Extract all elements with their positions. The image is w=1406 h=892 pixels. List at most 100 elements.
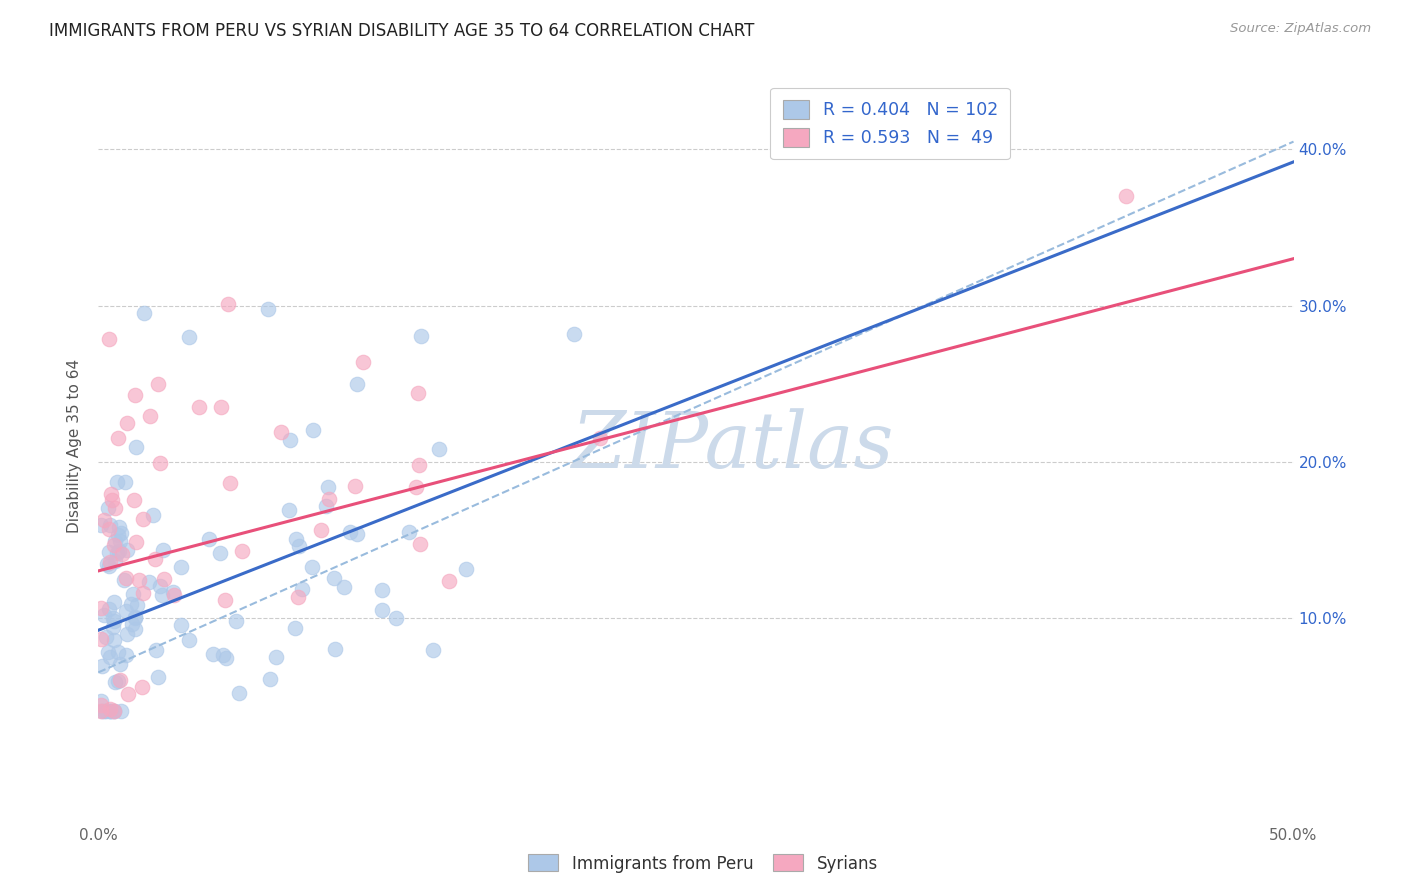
Point bbox=[107, 673, 129, 688]
Legend: Immigrants from Peru, Syrians: Immigrants from Peru, Syrians bbox=[522, 847, 884, 880]
Point bbox=[149, 579, 172, 593]
Point bbox=[103, 705, 125, 719]
Point bbox=[132, 512, 155, 526]
Point bbox=[101, 611, 124, 625]
Point bbox=[98, 545, 121, 559]
Point bbox=[98, 705, 121, 719]
Point bbox=[162, 585, 184, 599]
Point bbox=[98, 702, 121, 716]
Point bbox=[143, 552, 166, 566]
Point bbox=[197, 532, 219, 546]
Point bbox=[101, 493, 124, 508]
Point bbox=[103, 705, 125, 719]
Point bbox=[318, 491, 340, 506]
Point bbox=[214, 592, 236, 607]
Point bbox=[93, 513, 115, 527]
Point bbox=[100, 518, 122, 533]
Point bbox=[90, 601, 112, 615]
Point bbox=[108, 519, 131, 533]
Point bbox=[259, 672, 281, 686]
Point bbox=[121, 617, 143, 632]
Point bbox=[98, 649, 122, 664]
Point bbox=[409, 329, 432, 343]
Point bbox=[148, 376, 170, 391]
Point bbox=[211, 648, 233, 662]
Point bbox=[278, 503, 301, 517]
Point bbox=[589, 431, 612, 445]
Point bbox=[278, 433, 301, 447]
Point bbox=[125, 598, 148, 612]
Text: IMMIGRANTS FROM PERU VS SYRIAN DISABILITY AGE 35 TO 64 CORRELATION CHART: IMMIGRANTS FROM PERU VS SYRIAN DISABILIT… bbox=[49, 22, 755, 40]
Point bbox=[218, 476, 240, 491]
Point bbox=[100, 486, 122, 500]
Point bbox=[131, 680, 153, 694]
Point bbox=[138, 574, 160, 589]
Point bbox=[179, 330, 201, 344]
Point bbox=[105, 546, 128, 560]
Point bbox=[371, 582, 394, 597]
Point bbox=[122, 493, 145, 508]
Point bbox=[437, 574, 460, 589]
Point bbox=[146, 670, 169, 684]
Point bbox=[125, 535, 148, 549]
Y-axis label: Disability Age 35 to 64: Disability Age 35 to 64 bbox=[67, 359, 83, 533]
Point bbox=[103, 705, 125, 719]
Point bbox=[427, 442, 450, 457]
Point bbox=[110, 673, 132, 688]
Point bbox=[97, 645, 120, 659]
Point bbox=[97, 522, 120, 536]
Point bbox=[408, 386, 430, 401]
Point bbox=[385, 611, 408, 625]
Legend: R = 0.404   N = 102, R = 0.593   N =  49: R = 0.404 N = 102, R = 0.593 N = 49 bbox=[770, 87, 1010, 159]
Point bbox=[100, 705, 122, 719]
Point bbox=[114, 604, 136, 618]
Point bbox=[333, 580, 356, 594]
Point bbox=[115, 570, 138, 584]
Point bbox=[104, 534, 127, 549]
Point bbox=[97, 602, 120, 616]
Point bbox=[103, 614, 125, 628]
Point bbox=[322, 571, 344, 585]
Point bbox=[562, 327, 585, 342]
Point bbox=[101, 620, 124, 634]
Point bbox=[315, 499, 337, 513]
Point bbox=[287, 591, 309, 605]
Point bbox=[120, 598, 142, 612]
Point bbox=[98, 559, 121, 574]
Point bbox=[398, 524, 420, 539]
Point bbox=[90, 698, 112, 713]
Point bbox=[301, 560, 323, 574]
Point bbox=[139, 409, 162, 423]
Point bbox=[316, 480, 339, 494]
Point bbox=[94, 630, 117, 644]
Point bbox=[208, 546, 231, 560]
Point bbox=[104, 675, 127, 690]
Point bbox=[90, 518, 112, 533]
Point bbox=[284, 621, 307, 635]
Point bbox=[108, 657, 131, 672]
Point bbox=[103, 633, 125, 648]
Point bbox=[346, 376, 368, 391]
Point bbox=[149, 456, 172, 470]
Point bbox=[124, 610, 146, 624]
Point bbox=[94, 705, 117, 719]
Point bbox=[405, 480, 427, 494]
Point bbox=[177, 632, 200, 647]
Point bbox=[115, 626, 138, 640]
Point bbox=[152, 543, 174, 558]
Point bbox=[209, 400, 232, 414]
Point bbox=[339, 525, 361, 540]
Point bbox=[105, 475, 128, 490]
Point bbox=[145, 642, 167, 657]
Point bbox=[103, 538, 125, 552]
Point bbox=[285, 533, 308, 547]
Point bbox=[108, 544, 131, 558]
Point bbox=[124, 622, 146, 636]
Point bbox=[93, 705, 115, 719]
Point bbox=[114, 574, 136, 588]
Point bbox=[257, 301, 280, 316]
Point bbox=[114, 648, 136, 662]
Point bbox=[98, 555, 121, 569]
Text: Source: ZipAtlas.com: Source: ZipAtlas.com bbox=[1230, 22, 1371, 36]
Point bbox=[103, 554, 125, 568]
